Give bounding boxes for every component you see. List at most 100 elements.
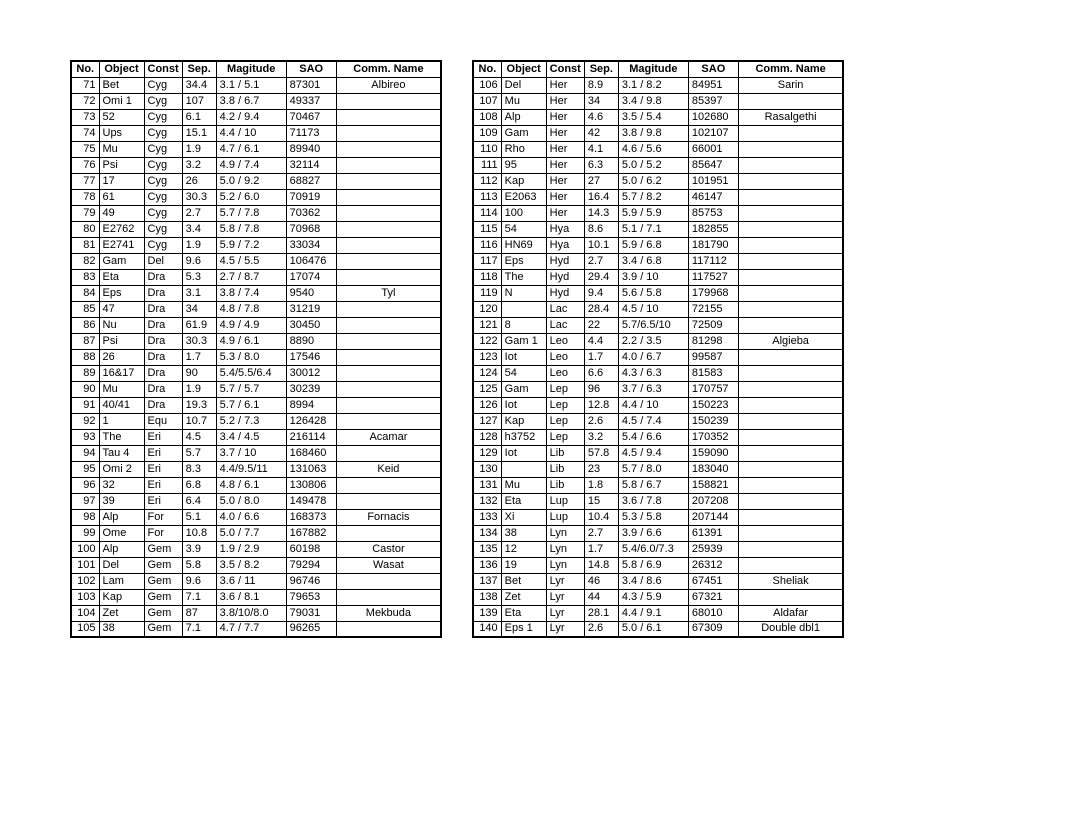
table-cell: Mekbuda [336,605,441,621]
table-cell [738,189,843,205]
table-cell: 133 [473,509,501,525]
table-cell [738,349,843,365]
table-cell: Psi [99,333,144,349]
table-cell: 15.1 [182,125,216,141]
table-cell [501,301,546,317]
table-cell: 5.9 / 6.8 [618,237,688,253]
table-cell: 158821 [688,477,738,493]
table-cell: 111 [473,157,501,173]
table-cell: 5.9 / 5.9 [618,205,688,221]
table-cell [738,445,843,461]
table-row: 110RhoHer4.14.6 / 5.666001 [473,141,843,157]
table-cell: Tyl [336,285,441,301]
table-cell [501,461,546,477]
table-cell: 17546 [286,349,336,365]
table-cell: 4.4 / 10 [216,125,286,141]
table-cell: 3.2 [182,157,216,173]
table-cell: 216114 [286,429,336,445]
table-cell: 70968 [286,221,336,237]
left-data-table: No.ObjectConstSep.MagitudeSAOComm. Name7… [70,60,442,638]
table-cell: 92 [71,413,99,429]
table-cell: 32 [99,477,144,493]
table-row: 81E2741Cyg1.95.9 / 7.233034 [71,237,441,253]
table-row: 94Tau 4Eri5.73.7 / 10168460 [71,445,441,461]
table-cell: 5.7 / 6.1 [216,397,286,413]
table-cell: 138 [473,589,501,605]
table-cell: Rasalgethi [738,109,843,125]
right-data-table: No.ObjectConstSep.MagitudeSAOComm. Name1… [472,60,844,638]
table-cell: 137 [473,573,501,589]
table-cell: Cyg [144,221,182,237]
table-row: 107MuHer343.4 / 9.885397 [473,93,843,109]
table-cell [738,429,843,445]
table-cell: 2.6 [584,621,618,637]
table-cell: 81298 [688,333,738,349]
table-cell: 15 [584,493,618,509]
table-cell [336,397,441,413]
table-cell [738,125,843,141]
table-row: 13619Lyn14.85.8 / 6.926312 [473,557,843,573]
table-cell: 47 [99,301,144,317]
table-row: 84EpsDra3.13.8 / 7.49540Tyl [71,285,441,301]
table-cell [738,253,843,269]
table-cell: 1.9 [182,381,216,397]
table-cell: 71 [71,77,99,93]
table-cell [738,365,843,381]
table-row: 120Lac28.44.5 / 1072155 [473,301,843,317]
table-cell: Hya [546,221,584,237]
table-row: 114100Her14.35.9 / 5.985753 [473,205,843,221]
table-cell: Eta [501,605,546,621]
table-cell: 121 [473,317,501,333]
table-row: 8826Dra1.75.3 / 8.017546 [71,349,441,365]
table-cell: 34 [584,93,618,109]
table-row: 126IotLep12.84.4 / 10150223 [473,397,843,413]
table-cell: 5.2 / 7.3 [216,413,286,429]
table-cell [336,141,441,157]
table-cell: Hyd [546,285,584,301]
table-cell [738,141,843,157]
table-cell: Dra [144,317,182,333]
table-cell: 8.6 [584,221,618,237]
table-cell: 109 [473,125,501,141]
table-cell: 150223 [688,397,738,413]
table-cell [336,237,441,253]
table-cell: 117112 [688,253,738,269]
table-cell [336,573,441,589]
table-row: 123IotLeo1.74.0 / 6.799587 [473,349,843,365]
table-cell: Leo [546,333,584,349]
table-cell: 5.0 / 9.2 [216,173,286,189]
table-cell: Cyg [144,93,182,109]
table-row: 86NuDra61.94.9 / 4.930450 [71,317,441,333]
table-row: 72Omi 1Cyg1073.8 / 6.749337 [71,93,441,109]
table-cell: 126 [473,397,501,413]
table-cell: 5.3 / 5.8 [618,509,688,525]
table-cell: Lyr [546,621,584,637]
table-cell: 6.1 [182,109,216,125]
table-cell: Iot [501,445,546,461]
table-cell: 4.8 / 7.8 [216,301,286,317]
table-row: 7861Cyg30.35.2 / 6.070919 [71,189,441,205]
table-row: 75MuCyg1.94.7 / 6.189940 [71,141,441,157]
table-cell: 85753 [688,205,738,221]
table-cell: 5.0 / 6.1 [618,621,688,637]
table-cell: 6.4 [182,493,216,509]
table-cell [738,509,843,525]
table-cell: 22 [584,317,618,333]
table-cell: 23 [584,461,618,477]
table-cell: Eri [144,493,182,509]
table-cell: 34.4 [182,77,216,93]
table-cell: Her [546,77,584,93]
table-cell: 81583 [688,365,738,381]
table-cell: 2.2 / 3.5 [618,333,688,349]
table-cell: Her [546,109,584,125]
table-cell: 8994 [286,397,336,413]
table-cell: 112 [473,173,501,189]
table-cell: 134 [473,525,501,541]
table-cell: Dra [144,381,182,397]
table-row: 1218Lac225.7/6.5/1072509 [473,317,843,333]
table-cell: 72155 [688,301,738,317]
column-header: Object [501,61,546,77]
table-cell: 70919 [286,189,336,205]
table-cell: 1.9 / 2.9 [216,541,286,557]
table-cell: 3.8 / 9.8 [618,125,688,141]
